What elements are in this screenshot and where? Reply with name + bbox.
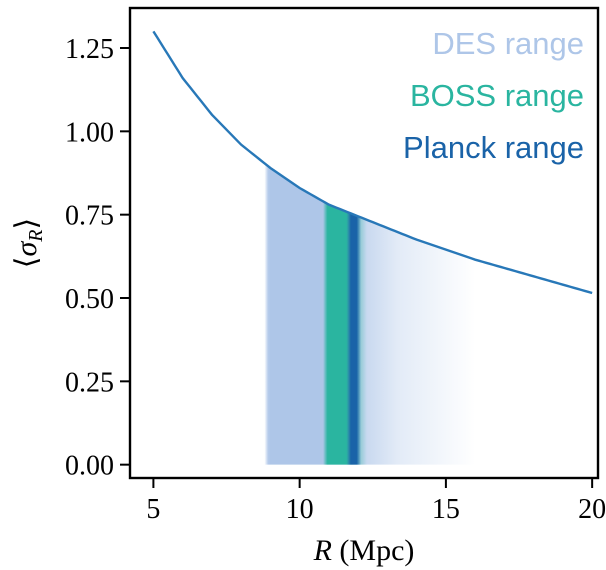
y-tick-label: 1.25 <box>65 34 114 65</box>
x-axis-unit: (Mpc) <box>332 534 414 567</box>
legend: DES range BOSS range Planck range <box>403 26 584 165</box>
plot-frame <box>128 6 600 480</box>
y-axis-open-bracket: ⟨ <box>10 257 43 269</box>
x-axis-variable: R <box>313 534 332 567</box>
x-tick-label: 5 <box>146 494 160 525</box>
range-bands <box>264 163 476 465</box>
y-tick-label: 1.00 <box>65 117 114 148</box>
x-tick-label: 15 <box>432 494 460 525</box>
y-axis-subscript: R <box>25 229 47 242</box>
x-tick-label: 10 <box>286 494 314 525</box>
axis-ticks: 5 10 15 20 0.00 0.25 0.50 0.75 1.00 1.25 <box>65 34 606 525</box>
y-tick-label: 0.75 <box>65 201 114 232</box>
sigma-r-curve <box>152 30 593 295</box>
legend-entry-des-range: DES range <box>432 26 584 61</box>
y-tick-label: 0.50 <box>65 284 114 315</box>
band-des-range <box>264 163 476 465</box>
y-tick-label: 0.00 <box>65 451 114 482</box>
y-axis-label: ⟨σR⟩ <box>10 218 47 268</box>
x-axis-label: R (Mpc) <box>313 534 415 567</box>
y-tick-label: 0.25 <box>65 367 114 398</box>
x-tick-label: 20 <box>578 494 606 525</box>
curve-layer <box>152 30 593 295</box>
legend-entry-planck-range: Planck range <box>403 130 584 165</box>
y-axis-variable: σ <box>10 241 43 257</box>
legend-entry-boss-range: BOSS range <box>410 78 584 113</box>
band-planck-range <box>346 211 362 465</box>
y-axis-close-bracket: ⟩ <box>10 218 43 230</box>
